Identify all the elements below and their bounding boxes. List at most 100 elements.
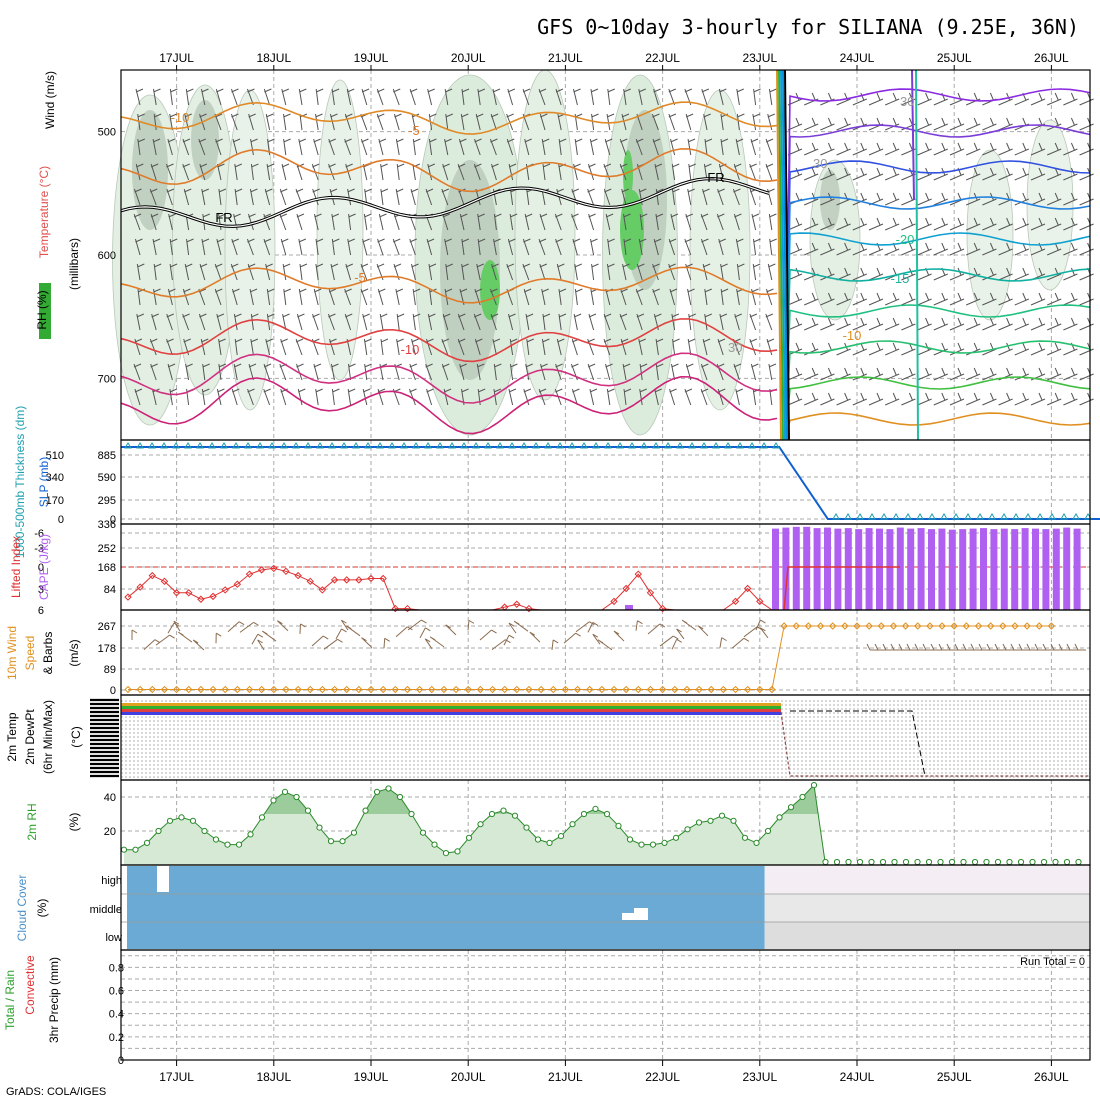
temp-band — [121, 706, 781, 709]
rh-point — [615, 822, 622, 830]
cloud-gap — [622, 913, 634, 920]
wind-barb — [716, 213, 725, 231]
surface-wind-barb — [323, 638, 343, 650]
wind-barb — [619, 313, 628, 331]
wind-barb — [558, 288, 567, 306]
wind-barb — [703, 113, 711, 131]
wind-barb — [736, 88, 744, 106]
wind-barb — [687, 188, 695, 206]
wind-barb — [749, 313, 758, 331]
date-label-bottom: 18JUL — [256, 1070, 291, 1084]
wind-barb — [248, 363, 257, 381]
wind-barb — [885, 392, 900, 406]
wind-barb — [182, 288, 191, 306]
wind-barb — [216, 163, 225, 181]
lifted-index-point — [743, 584, 752, 593]
wind-barb — [248, 213, 256, 231]
wind-barb — [949, 367, 965, 381]
wind-barb — [396, 313, 405, 331]
wind-barb — [136, 313, 145, 331]
wind-barb — [917, 392, 932, 406]
wind-barb — [901, 392, 916, 406]
wind-barb — [1030, 242, 1046, 256]
wind-barb — [522, 263, 531, 281]
lifted-index-point — [622, 584, 630, 593]
wind-barb — [765, 163, 774, 181]
surface-wind-barb — [898, 643, 910, 651]
thickness-marker — [604, 442, 612, 449]
cape-tick: 84 — [104, 584, 116, 596]
wind-speed-line — [128, 625, 1052, 691]
surface-wind-barb — [261, 630, 277, 642]
wind-barb — [804, 217, 819, 231]
wind-barb — [380, 188, 389, 206]
rh-shading-moist — [620, 190, 644, 270]
wind-barb — [852, 242, 867, 256]
thickness-marker — [400, 442, 408, 449]
rh-point — [373, 788, 381, 796]
wind-barb — [998, 217, 1013, 231]
lifted-index-point — [403, 604, 412, 613]
cape-bar — [969, 528, 977, 610]
wind-barb — [312, 188, 320, 206]
wind-barb — [169, 388, 178, 406]
rh-point — [293, 793, 300, 801]
rh-point — [1075, 858, 1082, 866]
wind-barb — [135, 163, 144, 181]
surface-wind-barb — [407, 619, 427, 631]
wind-speed-tick: 178 — [98, 643, 116, 655]
wind-speed-point — [379, 685, 387, 694]
wind-barb — [280, 338, 288, 356]
wind-barb — [556, 338, 565, 356]
wind-barb — [852, 292, 867, 306]
wind-barb — [606, 113, 615, 131]
wind-barb — [477, 213, 485, 231]
wind-speed-point — [294, 685, 302, 694]
wind-barb — [1014, 392, 1029, 406]
wind-speed-point — [282, 685, 290, 694]
wind-barb — [1030, 392, 1046, 406]
rh-shading-dark — [132, 110, 168, 230]
wind-barb — [330, 363, 339, 381]
wind-barb — [360, 113, 369, 131]
rh-point — [396, 793, 404, 801]
surface-wind-barb — [587, 621, 599, 633]
wind-speed-point — [598, 685, 606, 694]
wind-barb — [605, 213, 614, 231]
slp-line — [121, 446, 1100, 520]
rh-point — [994, 858, 1002, 866]
thickness-marker — [832, 513, 840, 520]
surface-wind-barb — [239, 621, 259, 633]
wind-barb — [346, 88, 355, 106]
wind-barb — [804, 192, 819, 206]
wind-barb — [538, 238, 547, 256]
wind-barb — [733, 213, 742, 231]
surface-wind-barb — [513, 620, 529, 632]
lifted-index-point — [342, 576, 351, 584]
wind-barb — [169, 88, 178, 106]
lifted-index-point — [160, 577, 169, 586]
wind-barb — [185, 363, 193, 381]
surface-wind-barb — [890, 643, 902, 651]
wind-barb — [426, 388, 434, 406]
wind-barb — [266, 288, 275, 306]
isotherm-minus10 — [120, 101, 778, 135]
wind-speed-point — [719, 685, 728, 694]
temp-band — [121, 712, 781, 715]
wind-barb — [687, 138, 696, 156]
wind-barb — [885, 217, 900, 231]
wind-barb — [804, 317, 819, 331]
wind-barb — [250, 138, 258, 156]
wind-barb — [901, 217, 916, 231]
wind-barb — [1047, 142, 1062, 156]
surface-wind-barb — [954, 643, 966, 651]
thickness-marker — [1060, 513, 1068, 520]
wind-barb — [296, 363, 304, 381]
rh-axis-label: 2m RH — [25, 803, 39, 840]
isotherm-label: -15 — [891, 271, 910, 286]
surface-wind-barb — [866, 643, 878, 651]
wind-barb — [949, 117, 965, 131]
wind-barb — [1047, 192, 1062, 206]
wind-barb — [246, 238, 255, 256]
